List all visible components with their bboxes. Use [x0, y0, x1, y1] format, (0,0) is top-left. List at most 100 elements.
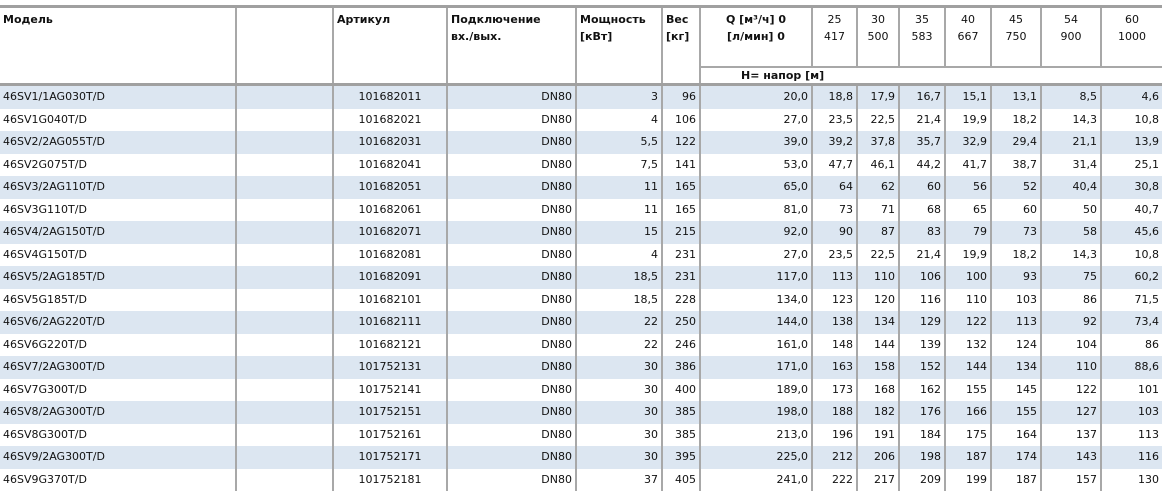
cell-head-q60: 45,6 — [1101, 221, 1162, 244]
cell-head-q25: 123 — [812, 289, 857, 312]
cell-head-q0: 53,0 — [700, 154, 812, 177]
cell-article: 101682021 — [333, 109, 447, 132]
cell-weight: 122 — [662, 131, 700, 154]
cell-blank — [236, 244, 333, 267]
cell-head-q35: 152 — [899, 356, 945, 379]
cell-head-q30: 62 — [857, 176, 899, 199]
cell-connection: DN80 — [447, 221, 576, 244]
cell-connection: DN80 — [447, 199, 576, 222]
cell-head-q40: 175 — [945, 424, 991, 447]
cell-head-q40: 155 — [945, 379, 991, 402]
cell-head-q45: 113 — [991, 311, 1041, 334]
cell-head-q35: 162 — [899, 379, 945, 402]
cell-head-q35: 44,2 — [899, 154, 945, 177]
cell-head-q25: 148 — [812, 334, 857, 357]
cell-model: 46SV9/2AG300T/D — [0, 446, 236, 469]
cell-head-q60: 116 — [1101, 446, 1162, 469]
cell-blank — [236, 221, 333, 244]
cell-head-q25: 47,7 — [812, 154, 857, 177]
cell-weight: 106 — [662, 109, 700, 132]
cell-article: 101682121 — [333, 334, 447, 357]
cell-article: 101752151 — [333, 401, 447, 424]
cell-head-q30: 217 — [857, 469, 899, 491]
cell-model: 46SV8/2AG300T/D — [0, 401, 236, 424]
cell-connection: DN80 — [447, 446, 576, 469]
cell-article: 101682071 — [333, 221, 447, 244]
cell-head-q35: 129 — [899, 311, 945, 334]
cell-head-q45: 18,2 — [991, 244, 1041, 267]
cell-head-q25: 73 — [812, 199, 857, 222]
cell-weight: 141 — [662, 154, 700, 177]
cell-head-q45: 174 — [991, 446, 1041, 469]
cell-connection: DN80 — [447, 176, 576, 199]
cell-head-q45: 18,2 — [991, 109, 1041, 132]
cell-head-q40: 65 — [945, 199, 991, 222]
cell-model: 46SV1G040T/D — [0, 109, 236, 132]
cell-blank — [236, 154, 333, 177]
cell-weight: 165 — [662, 176, 700, 199]
cell-head-q25: 163 — [812, 356, 857, 379]
cell-power: 5,5 — [576, 131, 662, 154]
cell-head-q0: 27,0 — [700, 109, 812, 132]
cell-model: 46SV3G110T/D — [0, 199, 236, 222]
cell-head-q25: 212 — [812, 446, 857, 469]
cell-model: 46SV5/2AG185T/D — [0, 266, 236, 289]
cell-model: 46SV5G185T/D — [0, 289, 236, 312]
cell-head-q60: 60,2 — [1101, 266, 1162, 289]
cell-head-q35: 21,4 — [899, 109, 945, 132]
cell-head-q25: 196 — [812, 424, 857, 447]
cell-connection: DN80 — [447, 469, 576, 491]
cell-head-q25: 39,2 — [812, 131, 857, 154]
cell-head-q40: 132 — [945, 334, 991, 357]
cell-head-q30: 22,5 — [857, 244, 899, 267]
cell-connection: DN80 — [447, 131, 576, 154]
cell-head-q45: 29,4 — [991, 131, 1041, 154]
cell-head-q0: 213,0 — [700, 424, 812, 447]
cell-head-q40: 100 — [945, 266, 991, 289]
cell-head-q0: 65,0 — [700, 176, 812, 199]
cell-head-q35: 184 — [899, 424, 945, 447]
cell-model: 46SV6G220T/D — [0, 334, 236, 357]
cell-head-q25: 173 — [812, 379, 857, 402]
cell-head-q40: 41,7 — [945, 154, 991, 177]
cell-head-q0: 241,0 — [700, 469, 812, 491]
cell-head-q40: 15,1 — [945, 85, 991, 109]
cell-head-q35: 35,7 — [899, 131, 945, 154]
cell-power: 3 — [576, 85, 662, 109]
cell-head-q54: 122 — [1041, 379, 1101, 402]
cell-model: 46SV8G300T/D — [0, 424, 236, 447]
cell-head-q30: 22,5 — [857, 109, 899, 132]
cell-connection: DN80 — [447, 244, 576, 267]
cell-head-q40: 32,9 — [945, 131, 991, 154]
cell-head-q54: 8,5 — [1041, 85, 1101, 109]
cell-head-q35: 16,7 — [899, 85, 945, 109]
cell-head-q35: 116 — [899, 289, 945, 312]
cell-head-q35: 176 — [899, 401, 945, 424]
cell-connection: DN80 — [447, 424, 576, 447]
cell-connection: DN80 — [447, 401, 576, 424]
cell-head-q40: 199 — [945, 469, 991, 491]
cell-power: 18,5 — [576, 266, 662, 289]
cell-model: 46SV6/2AG220T/D — [0, 311, 236, 334]
cell-head-q45: 38,7 — [991, 154, 1041, 177]
cell-head-q60: 4,6 — [1101, 85, 1162, 109]
cell-connection: DN80 — [447, 266, 576, 289]
cell-article: 101752171 — [333, 446, 447, 469]
cell-head-q54: 104 — [1041, 334, 1101, 357]
cell-blank — [236, 109, 333, 132]
cell-head-q54: 14,3 — [1041, 244, 1101, 267]
cell-head-q25: 188 — [812, 401, 857, 424]
cell-blank — [236, 289, 333, 312]
cell-head-q40: 79 — [945, 221, 991, 244]
cell-head-q25: 18,8 — [812, 85, 857, 109]
cell-head-q30: 17,9 — [857, 85, 899, 109]
cell-power: 11 — [576, 176, 662, 199]
cell-head-q54: 92 — [1041, 311, 1101, 334]
